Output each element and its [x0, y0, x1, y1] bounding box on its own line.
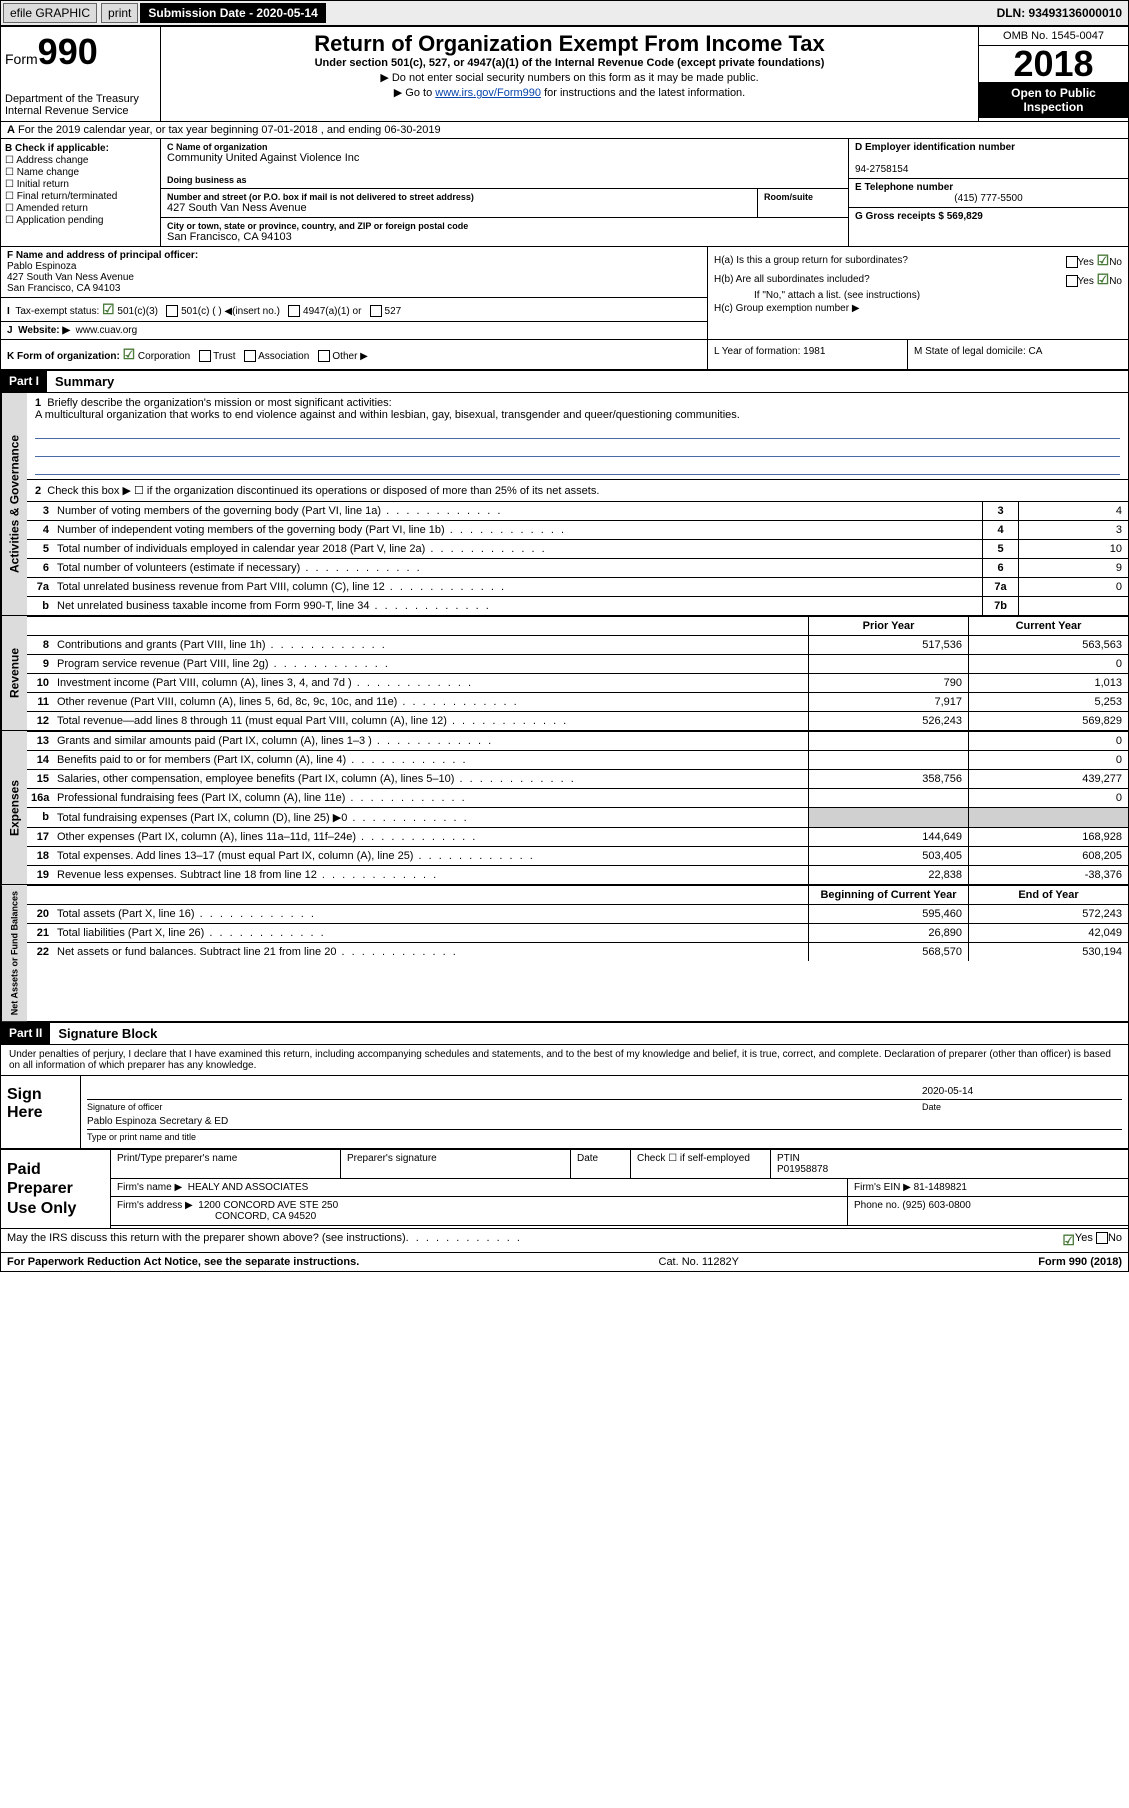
- row-a: A For the 2019 calendar year, or tax yea…: [1, 122, 1128, 139]
- chk-address[interactable]: ☐ Address change: [5, 155, 156, 166]
- website: www.cuav.org: [76, 325, 138, 336]
- header-right: OMB No. 1545-0047 2018 Open to Public In…: [978, 27, 1128, 121]
- tax-year: 2018: [979, 46, 1128, 82]
- paid-preparer-label: Paid Preparer Use Only: [1, 1150, 111, 1228]
- officer-name: Pablo Espinoza: [7, 261, 77, 272]
- summary-line: 4Number of independent voting members of…: [27, 520, 1128, 539]
- expense-line: 17Other expenses (Part IX, column (A), l…: [27, 827, 1128, 846]
- expense-line: bTotal fundraising expenses (Part IX, co…: [27, 807, 1128, 827]
- part-i-title: Summary: [47, 371, 122, 392]
- print-button[interactable]: print: [101, 3, 138, 23]
- irs-link[interactable]: www.irs.gov/Form990: [435, 87, 541, 99]
- submission-date: Submission Date - 2020-05-14: [140, 3, 325, 23]
- tab-expenses: Expenses: [1, 731, 27, 884]
- section-bcd: B Check if applicable: ☐ Address change …: [1, 139, 1128, 247]
- expense-line: 13Grants and similar amounts paid (Part …: [27, 731, 1128, 750]
- phone: (415) 777-5500: [855, 193, 1122, 204]
- chk-initial[interactable]: ☐ Initial return: [5, 179, 156, 190]
- expense-line: 15Salaries, other compensation, employee…: [27, 769, 1128, 788]
- chk-app-pending[interactable]: ☐ Application pending: [5, 215, 156, 226]
- revenue-line: 11Other revenue (Part VIII, column (A), …: [27, 692, 1128, 711]
- revenue-line: 12Total revenue—add lines 8 through 11 (…: [27, 711, 1128, 730]
- form-ref: Form 990 (2018): [1038, 1256, 1122, 1268]
- m-state: M State of legal domicile: CA: [908, 340, 1128, 369]
- firm-ein: 81-1489821: [914, 1182, 967, 1193]
- tab-activities: Activities & Governance: [1, 393, 27, 615]
- part-i-header: Part I: [1, 371, 47, 392]
- line-1: 1 Briefly describe the organization's mi…: [27, 393, 1128, 479]
- website-row: J Website: ▶ www.cuav.org: [1, 322, 707, 339]
- ptin: P01958878: [777, 1164, 828, 1175]
- sig-date: 2020-05-14: [922, 1086, 1122, 1097]
- dln-label: DLN: 93493136000010: [991, 4, 1128, 22]
- k-form-org: K Form of organization: ☑ Corporation Tr…: [1, 340, 708, 369]
- l-year: L Year of formation: 1981: [708, 340, 908, 369]
- dept-label: Department of the Treasury Internal Reve…: [5, 93, 156, 117]
- ein: 94-2758154: [855, 164, 908, 175]
- form-990: Form990 Department of the Treasury Inter…: [0, 26, 1129, 1272]
- part-ii-title: Signature Block: [50, 1023, 165, 1044]
- expense-line: 16aProfessional fundraising fees (Part I…: [27, 788, 1128, 807]
- net-assets-line: 22Net assets or fund balances. Subtract …: [27, 942, 1128, 961]
- header-left: Form990 Department of the Treasury Inter…: [1, 27, 161, 121]
- summary-line: bNet unrelated business taxable income f…: [27, 596, 1128, 615]
- net-assets-line: 20Total assets (Part X, line 16)595,4605…: [27, 904, 1128, 923]
- col-d: D Employer identification number 94-2758…: [848, 139, 1128, 246]
- org-address: 427 South Van Ness Avenue: [167, 202, 751, 214]
- footer: For Paperwork Reduction Act Notice, see …: [1, 1252, 1128, 1271]
- inspection-label: Open to Public Inspection: [979, 82, 1128, 118]
- col-end-year: End of Year: [968, 886, 1128, 904]
- revenue-line: 8Contributions and grants (Part VIII, li…: [27, 635, 1128, 654]
- form-number: 990: [38, 31, 98, 72]
- col-b: B Check if applicable: ☐ Address change …: [1, 139, 161, 246]
- org-city: San Francisco, CA 94103: [167, 231, 842, 243]
- col-current-year: Current Year: [968, 617, 1128, 635]
- note-link: Go to www.irs.gov/Form990 for instructio…: [165, 86, 974, 99]
- firm-phone: (925) 603-0800: [902, 1200, 970, 1211]
- net-assets-line: 21Total liabilities (Part X, line 26)26,…: [27, 923, 1128, 942]
- section-klm: K Form of organization: ☑ Corporation Tr…: [1, 340, 1128, 371]
- org-name: Community United Against Violence Inc: [167, 152, 842, 164]
- firm-name: HEALY AND ASSOCIATES: [188, 1182, 309, 1193]
- summary-line: 6Total number of volunteers (estimate if…: [27, 558, 1128, 577]
- expense-line: 18Total expenses. Add lines 13–17 (must …: [27, 846, 1128, 865]
- summary-line: 7aTotal unrelated business revenue from …: [27, 577, 1128, 596]
- col-c: C Name of organization Community United …: [161, 139, 848, 246]
- chk-name[interactable]: ☐ Name change: [5, 167, 156, 178]
- form-word: Form: [5, 51, 38, 67]
- cat-no: Cat. No. 11282Y: [359, 1256, 1038, 1268]
- note-ssn: Do not enter social security numbers on …: [165, 71, 974, 84]
- revenue-line: 10Investment income (Part VIII, column (…: [27, 673, 1128, 692]
- header-mid: Return of Organization Exempt From Incom…: [161, 27, 978, 121]
- form-title: Return of Organization Exempt From Incom…: [165, 31, 974, 57]
- expense-line: 14Benefits paid to or for members (Part …: [27, 750, 1128, 769]
- col-prior-year: Prior Year: [808, 617, 968, 635]
- mission-text: A multicultural organization that works …: [35, 409, 740, 421]
- tax-exempt-status: I Tax-exempt status: ☑ 501(c)(3) 501(c) …: [1, 298, 707, 322]
- gross-receipts: G Gross receipts $ 569,829: [855, 211, 983, 222]
- tab-net-assets: Net Assets or Fund Balances: [1, 885, 27, 1021]
- topbar: efile GRAPHIC print Submission Date - 20…: [0, 0, 1129, 26]
- part-ii-header: Part II: [1, 1023, 50, 1044]
- sig-name: Pablo Espinoza Secretary & ED: [87, 1114, 1122, 1130]
- firm-addr: 1200 CONCORD AVE STE 250: [198, 1200, 338, 1211]
- col-begin-year: Beginning of Current Year: [808, 886, 968, 904]
- sign-here-label: Sign Here: [1, 1076, 81, 1148]
- revenue-line: 9Program service revenue (Part VIII, lin…: [27, 654, 1128, 673]
- h-section: H(a) Is this a group return for subordin…: [708, 247, 1128, 339]
- discuss-row: May the IRS discuss this return with the…: [1, 1228, 1128, 1252]
- form-header: Form990 Department of the Treasury Inter…: [1, 27, 1128, 122]
- penalty-text: Under penalties of perjury, I declare th…: [1, 1045, 1128, 1076]
- expense-line: 19Revenue less expenses. Subtract line 1…: [27, 865, 1128, 884]
- efile-label: efile GRAPHIC: [3, 3, 97, 23]
- line-2: 2 Check this box ▶ ☐ if the organization…: [27, 479, 1128, 501]
- form-subtitle: Under section 501(c), 527, or 4947(a)(1)…: [165, 57, 974, 69]
- chk-final[interactable]: ☐ Final return/terminated: [5, 191, 156, 202]
- chk-amended[interactable]: ☐ Amended return: [5, 203, 156, 214]
- summary-line: 3Number of voting members of the governi…: [27, 501, 1128, 520]
- section-fhij: F Name and address of principal officer:…: [1, 247, 1128, 340]
- summary-line: 5Total number of individuals employed in…: [27, 539, 1128, 558]
- tab-revenue: Revenue: [1, 616, 27, 730]
